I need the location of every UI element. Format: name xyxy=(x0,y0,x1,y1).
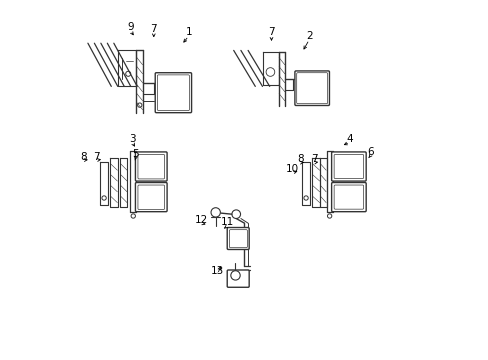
Text: 7: 7 xyxy=(93,152,99,162)
FancyBboxPatch shape xyxy=(155,73,191,113)
FancyBboxPatch shape xyxy=(138,154,164,179)
FancyBboxPatch shape xyxy=(157,75,189,111)
FancyBboxPatch shape xyxy=(333,185,363,209)
FancyBboxPatch shape xyxy=(135,152,167,181)
Text: 7: 7 xyxy=(310,154,317,164)
FancyBboxPatch shape xyxy=(138,185,164,210)
Text: 11: 11 xyxy=(220,217,233,228)
FancyBboxPatch shape xyxy=(135,183,167,212)
Text: 3: 3 xyxy=(129,134,135,144)
Text: 1: 1 xyxy=(185,27,192,37)
Text: 10: 10 xyxy=(285,164,298,174)
FancyBboxPatch shape xyxy=(333,154,363,179)
Text: 6: 6 xyxy=(366,147,373,157)
FancyBboxPatch shape xyxy=(227,228,249,249)
Text: 4: 4 xyxy=(346,134,352,144)
Text: 2: 2 xyxy=(305,31,312,41)
Text: 12: 12 xyxy=(194,215,207,225)
Text: 13: 13 xyxy=(210,266,224,276)
FancyBboxPatch shape xyxy=(229,230,247,248)
Text: 7: 7 xyxy=(267,27,274,37)
FancyBboxPatch shape xyxy=(294,71,329,105)
FancyBboxPatch shape xyxy=(227,270,249,287)
FancyBboxPatch shape xyxy=(331,152,366,181)
Text: 8: 8 xyxy=(296,154,303,164)
FancyBboxPatch shape xyxy=(331,183,366,212)
Text: 5: 5 xyxy=(132,149,139,159)
FancyBboxPatch shape xyxy=(296,73,327,104)
Text: 9: 9 xyxy=(127,22,133,32)
Text: 8: 8 xyxy=(80,152,86,162)
Text: 7: 7 xyxy=(150,24,157,34)
